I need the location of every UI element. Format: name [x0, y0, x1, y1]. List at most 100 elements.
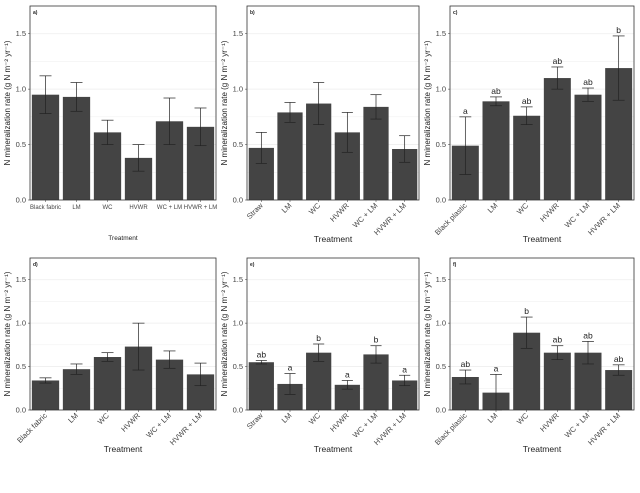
y-tick-label: 0.5	[233, 362, 243, 371]
y-axis-label: N mineralization rate (g N m⁻² yr⁻¹)	[3, 271, 12, 396]
significance-label: a	[463, 106, 468, 116]
x-tick-label: LM	[280, 411, 294, 425]
y-tick-label: 1.5	[233, 29, 243, 38]
bar	[62, 96, 91, 200]
y-tick-label: 1.0	[16, 319, 26, 328]
y-tick-label: 0.5	[436, 140, 446, 149]
y-tick-label: 0.0	[436, 196, 446, 205]
bar	[605, 370, 633, 410]
y-tick-label: 1.5	[436, 29, 446, 38]
panel-label: e)	[250, 262, 255, 268]
x-tick-label: Black plastic	[433, 201, 469, 237]
x-tick-label: WC	[307, 411, 323, 427]
significance-label: ab	[614, 354, 624, 364]
x-tick-label: Straw	[245, 411, 265, 431]
bar	[306, 352, 332, 410]
x-tick-label: WC + LM	[351, 411, 380, 440]
bar	[93, 357, 122, 410]
bar	[248, 362, 274, 410]
panel-label: a)	[33, 10, 38, 16]
x-tick-label: WC + LM	[144, 411, 173, 440]
y-tick-label: 0.0	[233, 406, 243, 415]
x-tick-label: WC	[103, 205, 114, 211]
x-tick-label: WC + LM	[351, 201, 380, 230]
bar	[482, 101, 510, 200]
panel-label: c)	[453, 10, 458, 16]
x-tick-label: HVWR	[538, 201, 561, 224]
x-axis-label: Treatment	[314, 234, 353, 244]
bar	[543, 352, 571, 410]
x-tick-label: HVWR	[129, 205, 148, 211]
panel-border	[449, 5, 635, 201]
panel-border	[29, 257, 217, 411]
significance-label: ab	[461, 359, 471, 369]
x-tick-label: HVWR + LM	[586, 201, 622, 237]
panel-label: f)	[453, 262, 457, 268]
panel-border	[449, 257, 635, 411]
x-tick-label: WC + LM	[157, 205, 182, 211]
x-tick-label: WC + LM	[563, 411, 592, 440]
bar	[277, 112, 303, 200]
y-tick-label: 1.5	[233, 275, 243, 284]
panel-border	[246, 257, 420, 411]
x-tick-label: HVWR	[119, 411, 142, 434]
x-axis-label: Treatment	[108, 235, 138, 242]
significance-label: a	[288, 363, 293, 373]
bar	[543, 78, 571, 200]
significance-label: ab	[491, 86, 501, 96]
significance-label: ab	[553, 56, 563, 66]
x-tick-label: WC + LM	[563, 201, 592, 230]
panel-border	[29, 5, 217, 201]
y-tick-label: 1.5	[16, 275, 26, 284]
bar	[363, 354, 389, 410]
significance-label: b	[616, 25, 621, 35]
significance-label: ab	[522, 96, 532, 106]
y-axis-label: N mineralization rate (g N m⁻² yr⁻¹)	[220, 40, 229, 165]
significance-label: b	[316, 333, 321, 343]
bar	[31, 380, 60, 410]
y-tick-label: 1.0	[233, 85, 243, 94]
bar	[62, 369, 91, 410]
x-tick-label: WC	[307, 201, 323, 217]
x-tick-label: HVWR	[538, 411, 561, 434]
significance-label: a	[402, 364, 407, 374]
chart-panel-4: 0.0 0.5 1.0 1.5 Black fabric LM WC HVWR WC + LMH…	[3, 257, 217, 454]
y-tick-label: 0.0	[16, 406, 26, 415]
x-tick-label: LM	[280, 201, 294, 215]
y-tick-label: 0.0	[233, 196, 243, 205]
y-axis-label: N mineralization rate (g N m⁻² yr⁻¹)	[423, 40, 432, 165]
y-axis-label: N mineralization rate (g N m⁻² yr⁻¹)	[423, 271, 432, 396]
significance-label: a	[494, 363, 499, 373]
bar	[513, 115, 541, 200]
bar	[363, 106, 389, 200]
x-tick-label: LM	[486, 411, 500, 425]
x-tick-label: LM	[486, 201, 500, 215]
significance-label: ab	[583, 330, 593, 340]
x-tick-label: Black plastic	[433, 411, 469, 447]
x-tick-label: Black fabric	[15, 411, 49, 445]
x-tick-label: WC	[96, 411, 112, 427]
y-tick-label: 1.0	[16, 85, 26, 94]
significance-label: b	[524, 306, 529, 316]
x-tick-label: Straw	[245, 201, 265, 221]
panel-border	[246, 5, 420, 201]
x-tick-label: HVWR	[328, 201, 351, 224]
significance-label: ab	[583, 77, 593, 87]
significance-label: ab	[257, 349, 267, 359]
x-tick-label: HVWR + LM	[184, 205, 218, 211]
significance-label: b	[374, 335, 379, 345]
y-tick-label: 1.5	[436, 275, 446, 284]
panel-label: d)	[33, 262, 38, 268]
y-tick-label: 0.5	[233, 140, 243, 149]
y-tick-label: 0.0	[436, 406, 446, 415]
y-tick-label: 0.5	[16, 140, 26, 149]
x-axis-label: Treatment	[104, 444, 143, 454]
y-tick-label: 0.5	[436, 362, 446, 371]
y-axis-label: N mineralization rate (g N m⁻² yr⁻¹)	[3, 40, 12, 165]
x-tick-label: LM	[72, 205, 80, 211]
chart-panel-3: 0.0 0.5 1.0 1.5 a Black plastic ab LM ab WC ab HVWR…	[423, 5, 635, 244]
x-axis-label: Treatment	[523, 234, 562, 244]
y-tick-label: 0.0	[16, 196, 26, 205]
x-tick-label: HVWR + LM	[168, 411, 204, 447]
